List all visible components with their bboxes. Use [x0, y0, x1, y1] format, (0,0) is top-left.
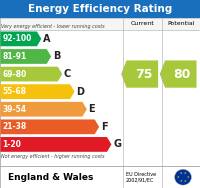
Polygon shape [0, 102, 87, 117]
Text: 92-100: 92-100 [2, 34, 32, 43]
Text: ★: ★ [179, 171, 182, 175]
Text: 21-38: 21-38 [2, 122, 27, 131]
Polygon shape [0, 31, 41, 46]
Text: E: E [88, 104, 95, 114]
Bar [0, 166, 200, 188]
Polygon shape [121, 60, 158, 88]
Circle shape [175, 169, 191, 185]
Text: 1-20: 1-20 [2, 140, 21, 149]
Polygon shape [160, 60, 197, 88]
Text: Very energy efficient - lower running costs: Very energy efficient - lower running co… [1, 24, 105, 29]
Text: EU Directive
2002/91/EC: EU Directive 2002/91/EC [126, 172, 156, 183]
Text: ★: ★ [184, 179, 187, 183]
Text: Potential: Potential [167, 21, 195, 27]
Text: F: F [101, 122, 107, 132]
Text: D: D [76, 87, 84, 97]
Text: G: G [113, 139, 121, 149]
Text: 80: 80 [174, 67, 191, 81]
Polygon shape [0, 119, 99, 134]
Text: A: A [43, 34, 50, 44]
Bar [0, 18, 200, 30]
Text: C: C [64, 69, 71, 79]
Text: ★: ★ [179, 179, 182, 183]
Polygon shape [0, 67, 62, 81]
Bar [0, 0, 200, 18]
Text: 69-80: 69-80 [2, 70, 27, 79]
Text: 55-68: 55-68 [2, 87, 26, 96]
Text: England & Wales: England & Wales [8, 173, 93, 182]
Text: Not energy efficient - higher running costs: Not energy efficient - higher running co… [1, 154, 104, 159]
Text: 75: 75 [135, 67, 153, 81]
Polygon shape [0, 49, 51, 64]
Text: B: B [53, 52, 60, 61]
Polygon shape [0, 137, 111, 152]
Text: ★: ★ [177, 175, 180, 179]
Text: ★: ★ [186, 175, 189, 179]
Polygon shape [0, 84, 75, 99]
Text: 81-91: 81-91 [2, 52, 27, 61]
Text: 39-54: 39-54 [2, 105, 26, 114]
Text: Energy Efficiency Rating: Energy Efficiency Rating [28, 4, 172, 14]
Text: ★: ★ [184, 171, 187, 175]
Text: Current: Current [130, 21, 154, 27]
